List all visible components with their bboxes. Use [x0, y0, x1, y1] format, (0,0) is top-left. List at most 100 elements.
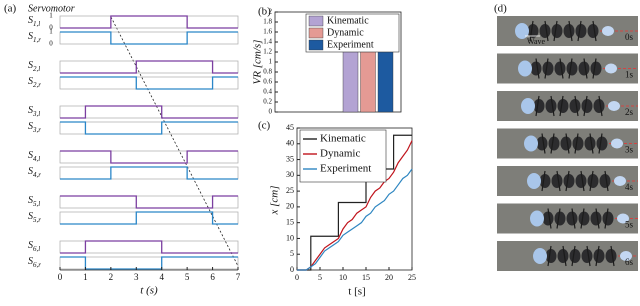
- robot-segment: [563, 24, 575, 38]
- robot-segment: [542, 211, 554, 226]
- robot-leg: [535, 95, 540, 117]
- level-tick-label: 1: [49, 12, 53, 20]
- series-label: S5,l: [28, 195, 40, 207]
- robot-segment: [590, 211, 602, 226]
- frame-time: 2s: [625, 107, 634, 117]
- legend-label: Experiment: [327, 39, 374, 50]
- robot-segment: [539, 174, 551, 188]
- robot-leg: [556, 208, 561, 229]
- robot-leg: [598, 133, 603, 154]
- panel-label: (d): [494, 3, 507, 15]
- robot-leg: [604, 208, 609, 229]
- robot-head: [515, 23, 529, 39]
- signal-frame: [59, 15, 239, 29]
- signal-line: [60, 60, 238, 74]
- y-tick-label: 35: [286, 154, 294, 163]
- robot-tail: [602, 26, 614, 36]
- robot-tail: [620, 251, 632, 261]
- robot-segment: [548, 136, 560, 151]
- robot-head: [521, 98, 535, 114]
- x-axis-label: t (s): [140, 285, 158, 297]
- x-tick-label: 5: [185, 272, 190, 282]
- robot-segment: [542, 61, 554, 76]
- robot-head: [524, 135, 538, 152]
- x-tick-label: 4: [159, 272, 164, 282]
- signal-line: [60, 150, 238, 164]
- y-tick-label: 1.2: [263, 48, 272, 56]
- x-tick-label: 2: [109, 272, 114, 282]
- robot-segment: [593, 99, 605, 113]
- robot-head: [530, 210, 544, 227]
- panel-label: (b): [258, 6, 271, 18]
- y-tick-label: 40: [286, 139, 294, 148]
- robot-head: [527, 173, 541, 189]
- robot-leg: [550, 133, 555, 154]
- frame-time: 3s: [625, 145, 634, 155]
- robot-leg: [589, 170, 594, 192]
- legend-label: Dynamic: [327, 27, 364, 38]
- robot-leg: [583, 95, 588, 117]
- robot-leg: [583, 58, 588, 79]
- y-tick-label: 0.6: [263, 78, 272, 86]
- x-tick-label: 20: [385, 273, 393, 282]
- robot-head: [518, 60, 532, 77]
- robot-leg: [559, 95, 564, 117]
- signal-line: [60, 195, 238, 209]
- robot-segment: [533, 99, 545, 113]
- series-label: S6,l: [28, 240, 40, 252]
- robot-segment: [581, 249, 593, 263]
- legend-label: Experiment: [320, 163, 371, 175]
- legend-swatch: [308, 15, 324, 27]
- robot-tail: [614, 176, 626, 186]
- legend-label: Kinematic: [327, 15, 369, 26]
- series-label: S1,l: [28, 15, 40, 27]
- robot-leg: [577, 20, 582, 42]
- robot-tail: [608, 101, 620, 111]
- robot-leg: [547, 245, 552, 267]
- robot-segment: [599, 174, 611, 188]
- level-tick-label: 0: [49, 40, 53, 48]
- robot-leg: [556, 170, 561, 192]
- robot-segment: [578, 211, 590, 226]
- robot-leg: [544, 20, 549, 42]
- robot-segment: [545, 99, 557, 113]
- signal-line: [60, 15, 238, 29]
- x-tick-label: 1: [83, 272, 88, 282]
- x-tick-label: 5: [318, 273, 322, 282]
- robot-leg: [535, 58, 540, 79]
- signal-line: [60, 105, 238, 119]
- signal-frame: [59, 150, 239, 164]
- signal-line: [60, 166, 238, 180]
- robot-segment: [539, 24, 551, 38]
- robot-leg: [550, 95, 555, 117]
- series-label: S6,r: [28, 256, 41, 268]
- robot-leg: [541, 170, 546, 192]
- bar: [377, 47, 394, 113]
- robot-leg: [565, 133, 570, 154]
- robot-segment: [560, 136, 572, 151]
- frame-time: 0s: [625, 32, 634, 42]
- panel-label: (a): [4, 3, 17, 15]
- robot-leg: [610, 245, 615, 267]
- signal-line: [60, 240, 238, 254]
- robot-tail: [611, 138, 623, 149]
- robot-segment: [569, 99, 581, 113]
- x-tick-label: 0: [58, 272, 63, 282]
- robot-segment: [551, 174, 563, 188]
- robot-leg: [571, 208, 576, 229]
- panel-title: Servomotor: [28, 3, 75, 14]
- robot-leg: [562, 245, 567, 267]
- robot-segment: [545, 249, 557, 263]
- robot-segment: [602, 211, 614, 226]
- signal-line: [60, 121, 238, 135]
- signal-frame: [59, 105, 239, 119]
- robot-leg: [586, 245, 591, 267]
- series-label: S3,l: [28, 105, 40, 117]
- robot-leg: [592, 58, 597, 79]
- robot-segment: [557, 249, 569, 263]
- frame-time: 1s: [625, 70, 634, 80]
- x-tick-label: 3: [134, 272, 139, 282]
- signal-frame: [59, 240, 239, 254]
- robot-segment: [584, 136, 596, 151]
